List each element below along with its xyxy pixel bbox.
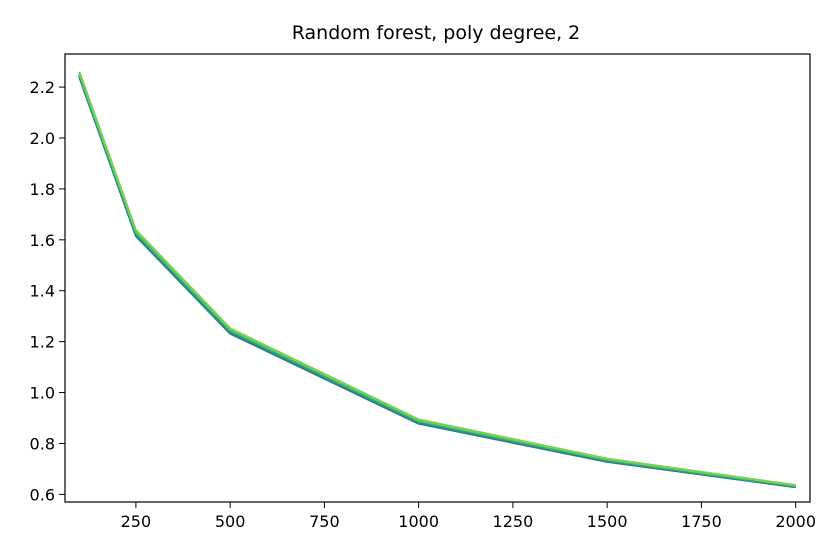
series-lines bbox=[79, 72, 795, 487]
y-tick-label: 2.0 bbox=[30, 129, 55, 148]
y-tick-label: 0.8 bbox=[30, 434, 55, 453]
y-tick-label: 0.6 bbox=[30, 485, 55, 504]
y-tick-label: 1.4 bbox=[30, 282, 55, 301]
x-tick-label: 1750 bbox=[681, 512, 722, 531]
x-tick-label: 750 bbox=[309, 512, 340, 531]
x-tick-label: 250 bbox=[121, 512, 152, 531]
x-tick-label: 1000 bbox=[398, 512, 439, 531]
y-tick-label: 2.2 bbox=[30, 78, 55, 97]
x-tick-label: 1500 bbox=[587, 512, 628, 531]
x-tick-label: 1250 bbox=[493, 512, 534, 531]
y-tick-label: 1.6 bbox=[30, 231, 55, 250]
x-tick-label: 2000 bbox=[775, 512, 816, 531]
series-line-5 bbox=[79, 72, 795, 485]
y-tick-label: 1.8 bbox=[30, 180, 55, 199]
x-axis: 250 500 750 1000 1250 1500 1750 2000 bbox=[121, 502, 816, 531]
y-axis: 0.6 0.8 1.0 1.2 1.4 1.6 1.8 2.0 2.2 bbox=[30, 78, 65, 504]
y-tick-label: 1.0 bbox=[30, 384, 55, 403]
x-tick-label: 500 bbox=[215, 512, 246, 531]
chart-title: Random forest, poly degree, 2 bbox=[292, 22, 581, 44]
y-tick-label: 1.2 bbox=[30, 333, 55, 352]
